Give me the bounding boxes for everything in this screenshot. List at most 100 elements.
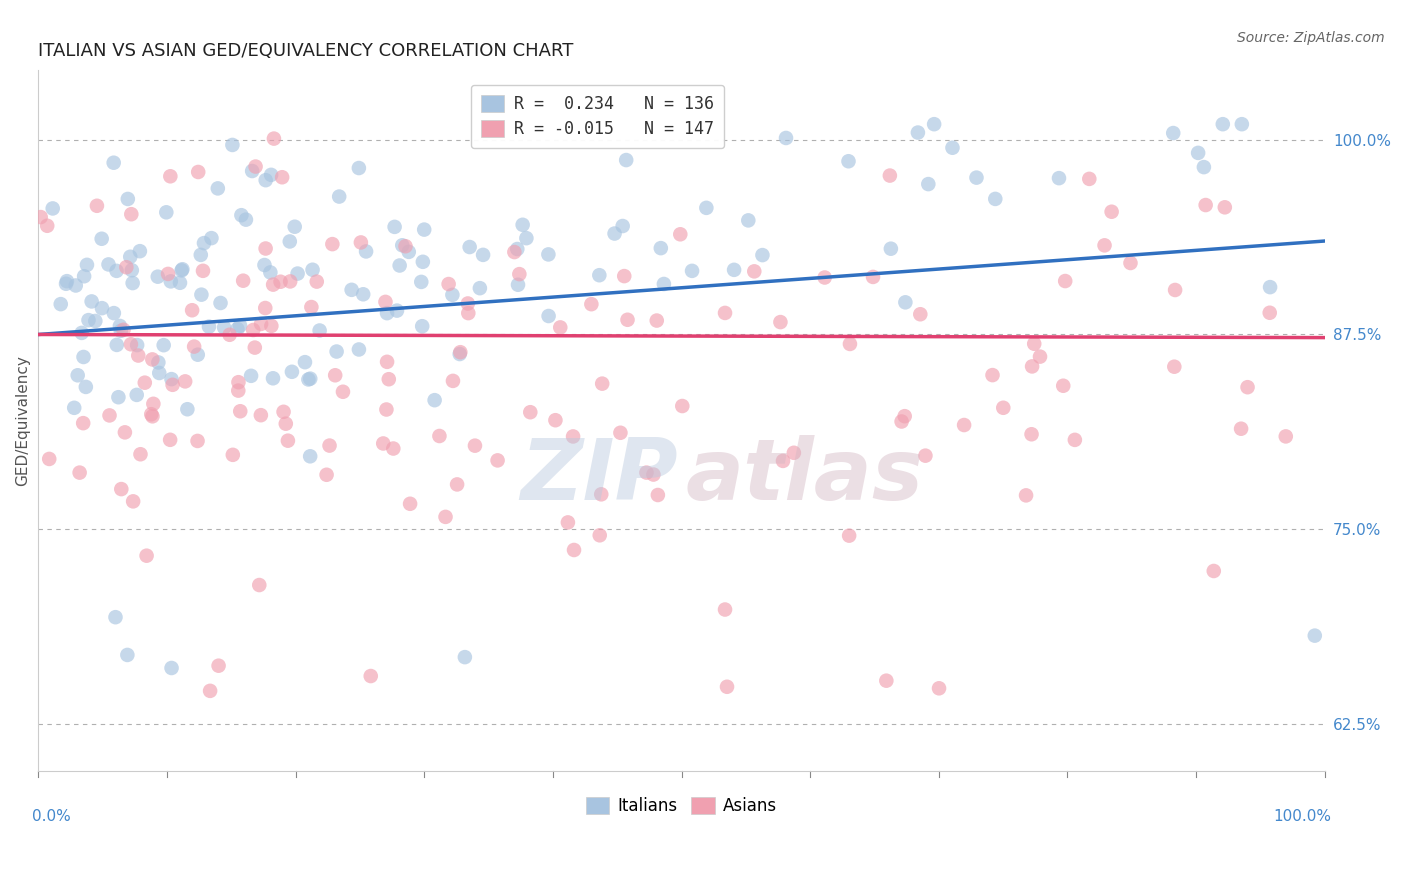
Point bbox=[120, 250, 142, 264]
Point bbox=[260, 168, 283, 182]
Point bbox=[391, 238, 413, 252]
Point bbox=[152, 338, 174, 352]
Point bbox=[609, 425, 631, 440]
Point bbox=[399, 497, 422, 511]
Point bbox=[671, 399, 693, 413]
Point bbox=[537, 309, 560, 323]
Point bbox=[98, 409, 121, 423]
Point bbox=[141, 407, 163, 421]
Point bbox=[63, 401, 86, 415]
Point bbox=[299, 450, 322, 464]
Point bbox=[714, 602, 737, 616]
Point bbox=[1258, 306, 1281, 320]
Point bbox=[441, 288, 464, 302]
Point bbox=[250, 317, 273, 331]
Point bbox=[966, 170, 988, 185]
Point bbox=[121, 263, 143, 277]
Point bbox=[228, 375, 250, 389]
Point bbox=[284, 219, 307, 234]
Point bbox=[360, 669, 382, 683]
Point bbox=[1054, 274, 1077, 288]
Point bbox=[457, 296, 479, 310]
Point bbox=[187, 348, 209, 362]
Point bbox=[198, 684, 221, 698]
Point bbox=[207, 181, 229, 195]
Point bbox=[354, 244, 377, 259]
Text: 0.0%: 0.0% bbox=[32, 809, 70, 824]
Point bbox=[1015, 488, 1038, 502]
Point bbox=[66, 368, 89, 383]
Point bbox=[114, 425, 136, 440]
Text: 100.0%: 100.0% bbox=[1272, 809, 1331, 824]
Point bbox=[135, 549, 157, 563]
Point bbox=[953, 417, 976, 432]
Point bbox=[253, 258, 276, 272]
Point bbox=[159, 274, 181, 288]
Point bbox=[457, 306, 479, 320]
Point bbox=[1187, 145, 1209, 160]
Point bbox=[207, 658, 229, 673]
Point bbox=[308, 324, 330, 338]
Point bbox=[914, 449, 936, 463]
Text: Source: ZipAtlas.com: Source: ZipAtlas.com bbox=[1237, 31, 1385, 45]
Point bbox=[315, 467, 337, 482]
Point bbox=[1164, 283, 1187, 297]
Point bbox=[193, 236, 215, 251]
Point bbox=[103, 306, 125, 320]
Point bbox=[838, 529, 860, 543]
Point bbox=[229, 318, 252, 333]
Point bbox=[412, 255, 434, 269]
Point bbox=[591, 487, 613, 501]
Point bbox=[382, 442, 405, 456]
Point bbox=[650, 241, 672, 255]
Point bbox=[1236, 380, 1258, 394]
Point bbox=[287, 267, 309, 281]
Point bbox=[187, 434, 209, 448]
Point bbox=[890, 415, 912, 429]
Point bbox=[775, 131, 797, 145]
Point bbox=[277, 434, 299, 448]
Point bbox=[115, 260, 138, 275]
Point bbox=[240, 164, 263, 178]
Point bbox=[278, 275, 301, 289]
Point bbox=[134, 376, 156, 390]
Point bbox=[299, 300, 322, 314]
Point bbox=[1052, 378, 1074, 392]
Point bbox=[105, 264, 128, 278]
Point bbox=[105, 338, 128, 352]
Point bbox=[222, 448, 245, 462]
Point bbox=[200, 231, 222, 245]
Point bbox=[486, 453, 509, 467]
Point bbox=[1024, 336, 1046, 351]
Point bbox=[65, 278, 87, 293]
Point bbox=[616, 312, 638, 326]
Point bbox=[879, 169, 901, 183]
Point bbox=[104, 610, 127, 624]
Point bbox=[254, 242, 277, 256]
Point bbox=[446, 477, 468, 491]
Point bbox=[245, 160, 267, 174]
Point bbox=[636, 466, 658, 480]
Point bbox=[1212, 117, 1234, 131]
Point bbox=[441, 374, 464, 388]
Point bbox=[1119, 256, 1142, 270]
Point bbox=[162, 377, 184, 392]
Point bbox=[56, 274, 79, 288]
Point bbox=[423, 393, 446, 408]
Point bbox=[612, 219, 634, 233]
Point bbox=[260, 318, 283, 333]
Point bbox=[212, 320, 235, 334]
Point bbox=[242, 323, 264, 337]
Point bbox=[557, 516, 579, 530]
Point bbox=[247, 578, 270, 592]
Point bbox=[681, 264, 703, 278]
Point bbox=[751, 248, 773, 262]
Point bbox=[318, 439, 340, 453]
Point bbox=[515, 231, 537, 245]
Point bbox=[1274, 429, 1296, 443]
Point bbox=[187, 165, 209, 179]
Point bbox=[112, 323, 135, 337]
Point bbox=[254, 301, 277, 315]
Point bbox=[155, 205, 177, 219]
Point bbox=[544, 413, 567, 427]
